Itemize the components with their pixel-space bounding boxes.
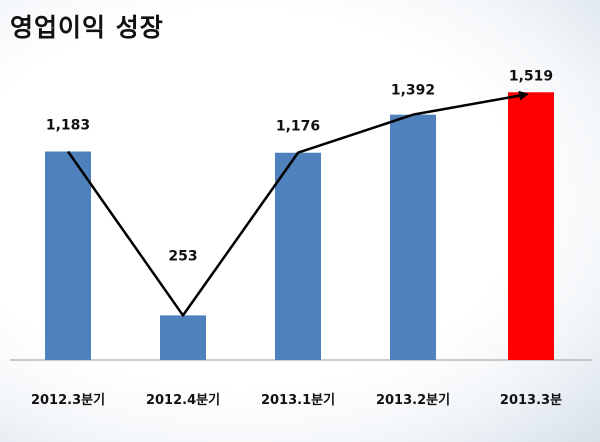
data-label: 1,176 — [276, 119, 320, 135]
data-label: 253 — [168, 248, 197, 264]
bar-3 — [275, 152, 321, 360]
bar-1 — [45, 151, 91, 360]
data-label: 1,392 — [391, 83, 435, 99]
bar-4 — [390, 114, 436, 360]
trend-line — [66, 90, 529, 317]
x-tick-label: 2012.3분기 — [31, 393, 105, 408]
data-label: 1,183 — [46, 117, 90, 133]
x-tick-label: 2013.1분기 — [261, 393, 335, 408]
x-tick-label: 2013.3분 — [500, 393, 562, 408]
data-label: 1,519 — [509, 68, 553, 84]
x-tick-label: 2012.4분기 — [146, 393, 220, 408]
bar-2 — [160, 315, 206, 360]
chart-title: 영업이익 성장 — [10, 13, 164, 42]
bar-5 — [508, 92, 554, 361]
x-tick-label: 2013.2분기 — [376, 393, 450, 408]
